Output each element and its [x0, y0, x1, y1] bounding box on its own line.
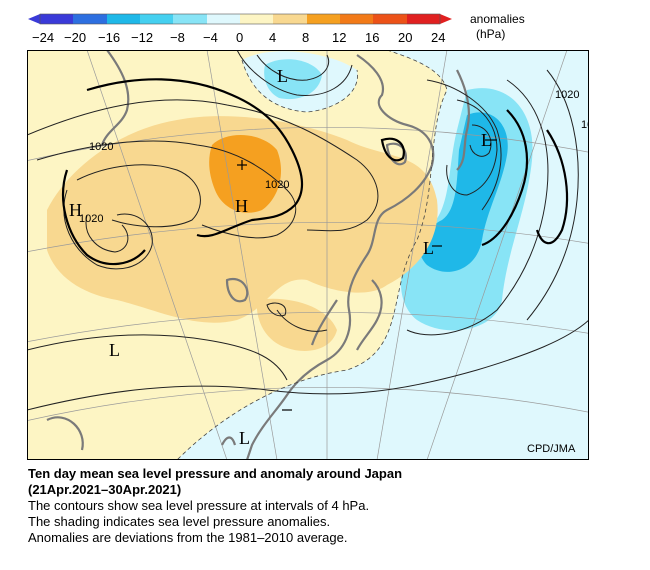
colorbar-title: anomalies: [470, 12, 525, 26]
positive-anomaly-strong: [209, 134, 282, 213]
graticule: [27, 50, 589, 460]
caption-line: Anomalies are deviations from the 1981–2…: [28, 530, 348, 545]
caption-period: (21Apr.2021–30Apr.2021): [28, 482, 182, 497]
map-frame: [27, 50, 589, 460]
anomaly-colorbar: −24 −20 −16 −12 −8 −4 0 4 8 12 16 20 24 …: [0, 0, 650, 50]
thick-contours: [62, 78, 569, 266]
colorbar-seg-12: [407, 14, 440, 24]
center-marks: [237, 139, 497, 411]
caption-title: Ten day mean sea level pressure and anom…: [28, 466, 403, 481]
colorbar-tick: 20: [398, 30, 413, 45]
colorbar-tick: −12: [131, 30, 154, 45]
positive-anomaly-moderate-south: [256, 298, 337, 351]
caption-line: The shading indicates sea level pressure…: [28, 514, 331, 529]
zero-anomaly-lines: [176, 50, 448, 460]
positive-anomaly-moderate: [47, 116, 438, 323]
low-pressure-marker: L: [277, 66, 288, 86]
colorbar-tick: 4: [269, 30, 277, 45]
colorbar-seg-9: [307, 14, 341, 24]
colorbar-seg-5: [173, 14, 207, 24]
low-pressure-marker: L: [109, 340, 120, 360]
contour-label: 1020: [265, 179, 289, 191]
pressure-contours: [27, 50, 589, 411]
pressure-anomaly-map: H H L L L L L 1020 1020 1020 1020 10 CPD…: [27, 50, 589, 460]
coastline: [46, 50, 471, 460]
contour-label: 10: [581, 119, 589, 131]
colorbar-seg-3: [107, 14, 141, 24]
colorbar-unit: (hPa): [476, 27, 506, 41]
colorbar-tick: −8: [170, 30, 185, 45]
colorbar-tick: −16: [98, 30, 121, 45]
colorbar-tick: 24: [431, 30, 446, 45]
high-pressure-marker: H: [69, 200, 82, 220]
colorbar-tick: 0: [236, 30, 244, 45]
caption-line: The contours show sea level pressure at …: [28, 498, 370, 513]
colorbar-seg-7: [240, 14, 274, 24]
map-graphic: H H L L L L L 1020 1020 1020 1020 10 CPD…: [27, 50, 589, 460]
colorbar-tick: −24: [32, 30, 55, 45]
colorbar-right-arrow: [440, 14, 452, 24]
colorbar-seg-4: [140, 14, 174, 24]
negative-anomaly-strong: [419, 112, 508, 272]
low-pressure-marker: L: [239, 428, 250, 448]
colorbar-graphic: [28, 13, 452, 25]
colorbar-tick: 16: [365, 30, 380, 45]
low-pressure-marker: L: [423, 238, 434, 258]
map-caption: Ten day mean sea level pressure and anom…: [28, 466, 628, 546]
colorbar-seg-2: [73, 14, 107, 24]
map-credit: CPD/JMA: [527, 443, 576, 455]
colorbar-seg-1: [40, 14, 74, 24]
colorbar-left-arrow: [28, 14, 40, 24]
colorbar-seg-11: [373, 14, 407, 24]
colorbar-tick: −20: [64, 30, 87, 45]
contour-label: 1020: [89, 141, 113, 153]
colorbar-seg-10: [340, 14, 374, 24]
high-pressure-marker: H: [235, 196, 248, 216]
colorbar-tick: −4: [203, 30, 218, 45]
colorbar-seg-6: [207, 14, 241, 24]
contour-label: 1020: [79, 213, 103, 225]
colorbar-tick: 8: [302, 30, 310, 45]
colorbar-tick: 12: [332, 30, 347, 45]
colorbar-seg-8: [273, 14, 307, 24]
contour-label: 1020: [555, 89, 579, 101]
